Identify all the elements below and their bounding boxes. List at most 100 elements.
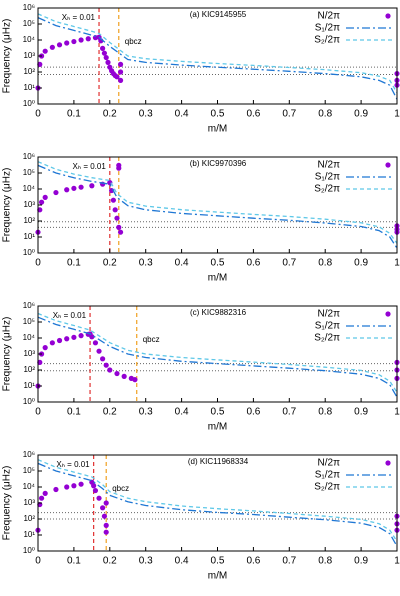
data-point xyxy=(42,490,48,496)
x-tick-label: 0 xyxy=(35,258,41,269)
y-tick-label: 10² xyxy=(23,514,35,523)
data-point xyxy=(64,484,70,490)
x-tick-label: 0.1 xyxy=(67,258,81,269)
boundary-label: Xₕ = 0.01 xyxy=(53,311,87,320)
x-tick-label: 1 xyxy=(394,109,400,120)
x-axis-label: m/M xyxy=(208,571,227,582)
y-tick-label: 10⁵ xyxy=(23,168,35,177)
data-point xyxy=(89,183,95,189)
data-point xyxy=(100,45,106,51)
panel-title: (c) KIC9882316 xyxy=(190,308,247,317)
boundary-label: Xₕ = 0.01 xyxy=(62,13,96,22)
legend-label: N/2π xyxy=(318,11,341,22)
y-tick-label: 10³ xyxy=(23,200,35,209)
data-point xyxy=(64,336,70,342)
data-point xyxy=(100,356,106,362)
data-point xyxy=(53,486,59,493)
y-tick-label: 10⁶ xyxy=(23,152,35,161)
x-tick-label: 0.4 xyxy=(175,258,189,269)
x-tick-label: 0.2 xyxy=(103,556,117,567)
data-point xyxy=(64,40,70,46)
series-line xyxy=(37,164,398,249)
legend-swatch xyxy=(385,460,391,466)
x-tick-label: 0.3 xyxy=(139,258,153,269)
plot-frame xyxy=(37,7,398,105)
series-line xyxy=(37,316,398,398)
x-tick-label: 0.2 xyxy=(103,407,117,418)
x-tick-label: 0.1 xyxy=(67,556,81,567)
x-tick-label: 0.1 xyxy=(67,407,81,418)
plot-frame xyxy=(37,305,398,403)
legend-label: S₂/2π xyxy=(314,35,340,46)
data-point xyxy=(38,495,45,501)
series-line xyxy=(37,312,398,393)
series-line xyxy=(37,462,398,547)
y-tick-label: 10² xyxy=(23,365,35,374)
data-point xyxy=(114,370,120,377)
legend-swatch xyxy=(385,162,391,168)
x-tick-label: 0.4 xyxy=(175,556,189,567)
y-tick-label: 10² xyxy=(23,67,35,76)
y-tick-label: 10⁶ xyxy=(23,301,35,310)
x-tick-label: 0 xyxy=(35,407,41,418)
data-point xyxy=(42,345,48,351)
legend-label: N/2π xyxy=(318,160,341,171)
y-tick-label: 10³ xyxy=(23,51,35,60)
data-point xyxy=(71,38,77,45)
x-tick-label: 0.1 xyxy=(67,109,81,120)
data-point xyxy=(38,199,45,205)
data-point xyxy=(117,77,124,83)
x-tick-label: 0.8 xyxy=(318,258,332,269)
panel-title: (a) KIC9145955 xyxy=(190,10,247,19)
data-point xyxy=(117,229,124,235)
data-point xyxy=(121,373,127,379)
legend-label: N/2π xyxy=(318,309,341,320)
y-tick-label: 10⁰ xyxy=(23,546,35,555)
y-tick-label: 10² xyxy=(23,216,35,225)
data-point xyxy=(91,483,97,489)
data-point xyxy=(117,69,124,75)
legend-label: S₁/2π xyxy=(315,321,340,332)
x-tick-label: 1 xyxy=(394,258,400,269)
x-tick-label: 0.3 xyxy=(139,407,153,418)
boundary-label: qbcz xyxy=(125,37,142,46)
data-point xyxy=(78,481,84,487)
y-tick-label: 10⁴ xyxy=(23,482,36,491)
data-point xyxy=(53,189,59,196)
y-tick-label: 10⁶ xyxy=(23,3,35,12)
plot-frame xyxy=(37,454,398,552)
legend-label: S₁/2π xyxy=(315,172,340,183)
data-point xyxy=(116,224,122,230)
data-point xyxy=(132,377,138,383)
x-tick-label: 0.7 xyxy=(282,556,296,567)
panel-title: (b) KIC9970396 xyxy=(190,159,247,168)
y-tick-label: 10¹ xyxy=(23,83,35,92)
data-point xyxy=(56,337,63,344)
x-axis-label: m/M xyxy=(208,422,227,433)
y-tick-label: 10³ xyxy=(23,498,35,507)
x-tick-label: 0.3 xyxy=(139,556,153,567)
data-point xyxy=(85,36,91,42)
y-tick-label: 10¹ xyxy=(23,530,35,539)
series-line xyxy=(37,13,398,94)
data-point xyxy=(114,74,120,80)
x-tick-label: 0.6 xyxy=(246,407,260,418)
x-tick-label: 0.7 xyxy=(282,407,296,418)
x-tick-label: 0.9 xyxy=(354,556,368,567)
data-point xyxy=(78,37,84,43)
x-tick-label: 0.8 xyxy=(318,556,332,567)
y-tick-label: 10⁰ xyxy=(23,248,35,257)
series-line xyxy=(37,17,398,100)
x-tick-label: 0.4 xyxy=(175,109,189,120)
data-point xyxy=(96,348,102,354)
x-tick-label: 0 xyxy=(35,109,41,120)
y-tick-label: 10³ xyxy=(23,349,35,358)
y-tick-label: 10⁵ xyxy=(23,317,35,326)
plot-frame xyxy=(37,156,398,254)
x-tick-label: 0.5 xyxy=(211,258,225,269)
x-tick-label: 0.6 xyxy=(246,556,260,567)
x-tick-label: 0.7 xyxy=(282,258,296,269)
data-point xyxy=(56,42,63,48)
x-tick-label: 0.9 xyxy=(354,407,368,418)
